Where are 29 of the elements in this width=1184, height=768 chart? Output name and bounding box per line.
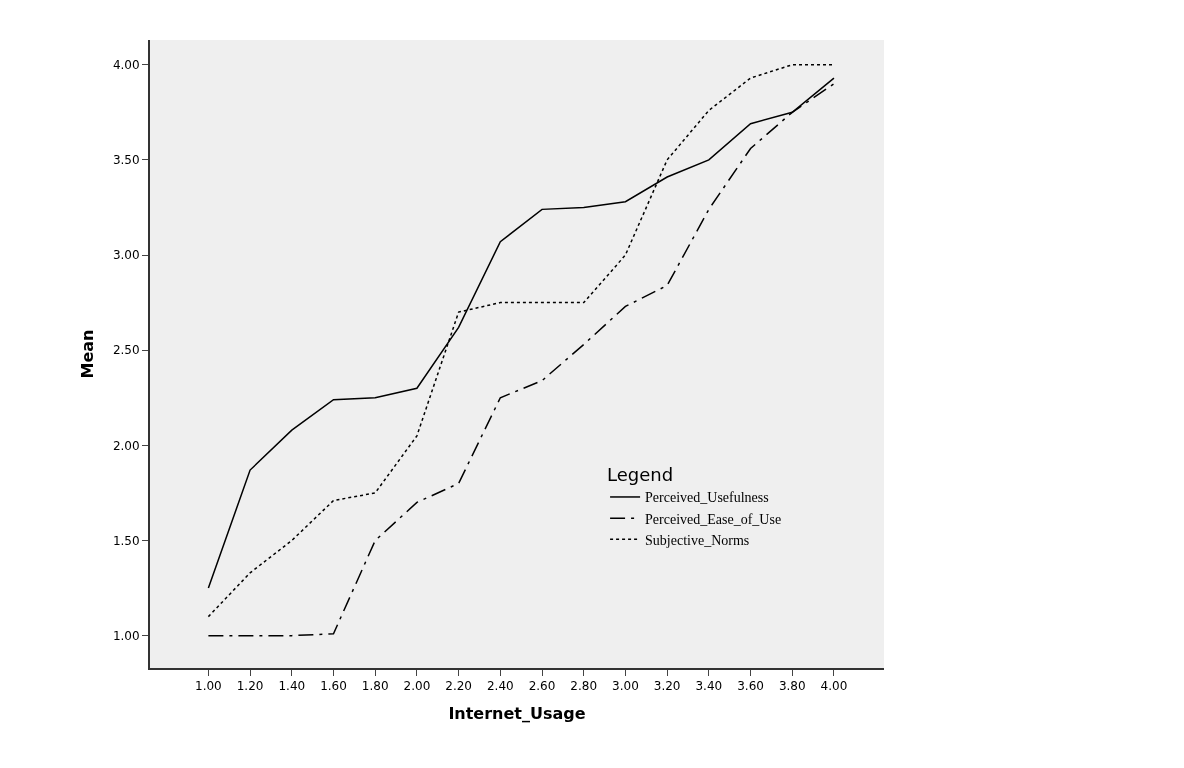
x-tick-label: 1.20 — [236, 679, 264, 694]
x-tick-label: 1.80 — [361, 679, 389, 694]
x-tick-label: 2.20 — [445, 679, 472, 694]
legend-label: Perceived_Ease_of_Use — [645, 511, 782, 527]
x-tick-label: 2.00 — [403, 679, 431, 694]
x-tick-label: 3.00 — [612, 679, 639, 694]
x-tick-label: 2.40 — [486, 679, 514, 694]
y-tick-label: 3.00 — [112, 248, 140, 263]
y-tick-label: 1.00 — [112, 628, 140, 643]
legend-title: Legend — [607, 464, 674, 486]
y-axis-title: Mean — [78, 329, 98, 379]
x-tick-label: 2.80 — [570, 679, 598, 694]
y-tick-label: 3.50 — [112, 153, 140, 168]
x-tick-label: 3.60 — [737, 679, 764, 694]
x-tick-label: 3.40 — [695, 679, 723, 694]
x-tick-label: 1.40 — [278, 679, 306, 694]
x-axis-title: Internet_Usage — [448, 703, 586, 723]
y-tick-label: 2.00 — [112, 438, 140, 453]
legend-label: Subjective_Norms — [645, 532, 750, 548]
y-tick-label: 2.50 — [112, 343, 140, 358]
legend-label: Perceived_Usefulness — [645, 490, 769, 506]
y-tick-label: 4.00 — [112, 57, 140, 72]
y-tick-label: 1.50 — [112, 533, 140, 548]
x-tick-label: 3.20 — [653, 679, 681, 694]
x-tick-label: 3.80 — [778, 679, 806, 694]
x-tick-label: 1.60 — [320, 679, 347, 694]
x-tick-label: 1.00 — [195, 679, 222, 694]
x-tick-label: 2.60 — [528, 679, 556, 694]
x-tick-label: 4.00 — [820, 679, 848, 694]
